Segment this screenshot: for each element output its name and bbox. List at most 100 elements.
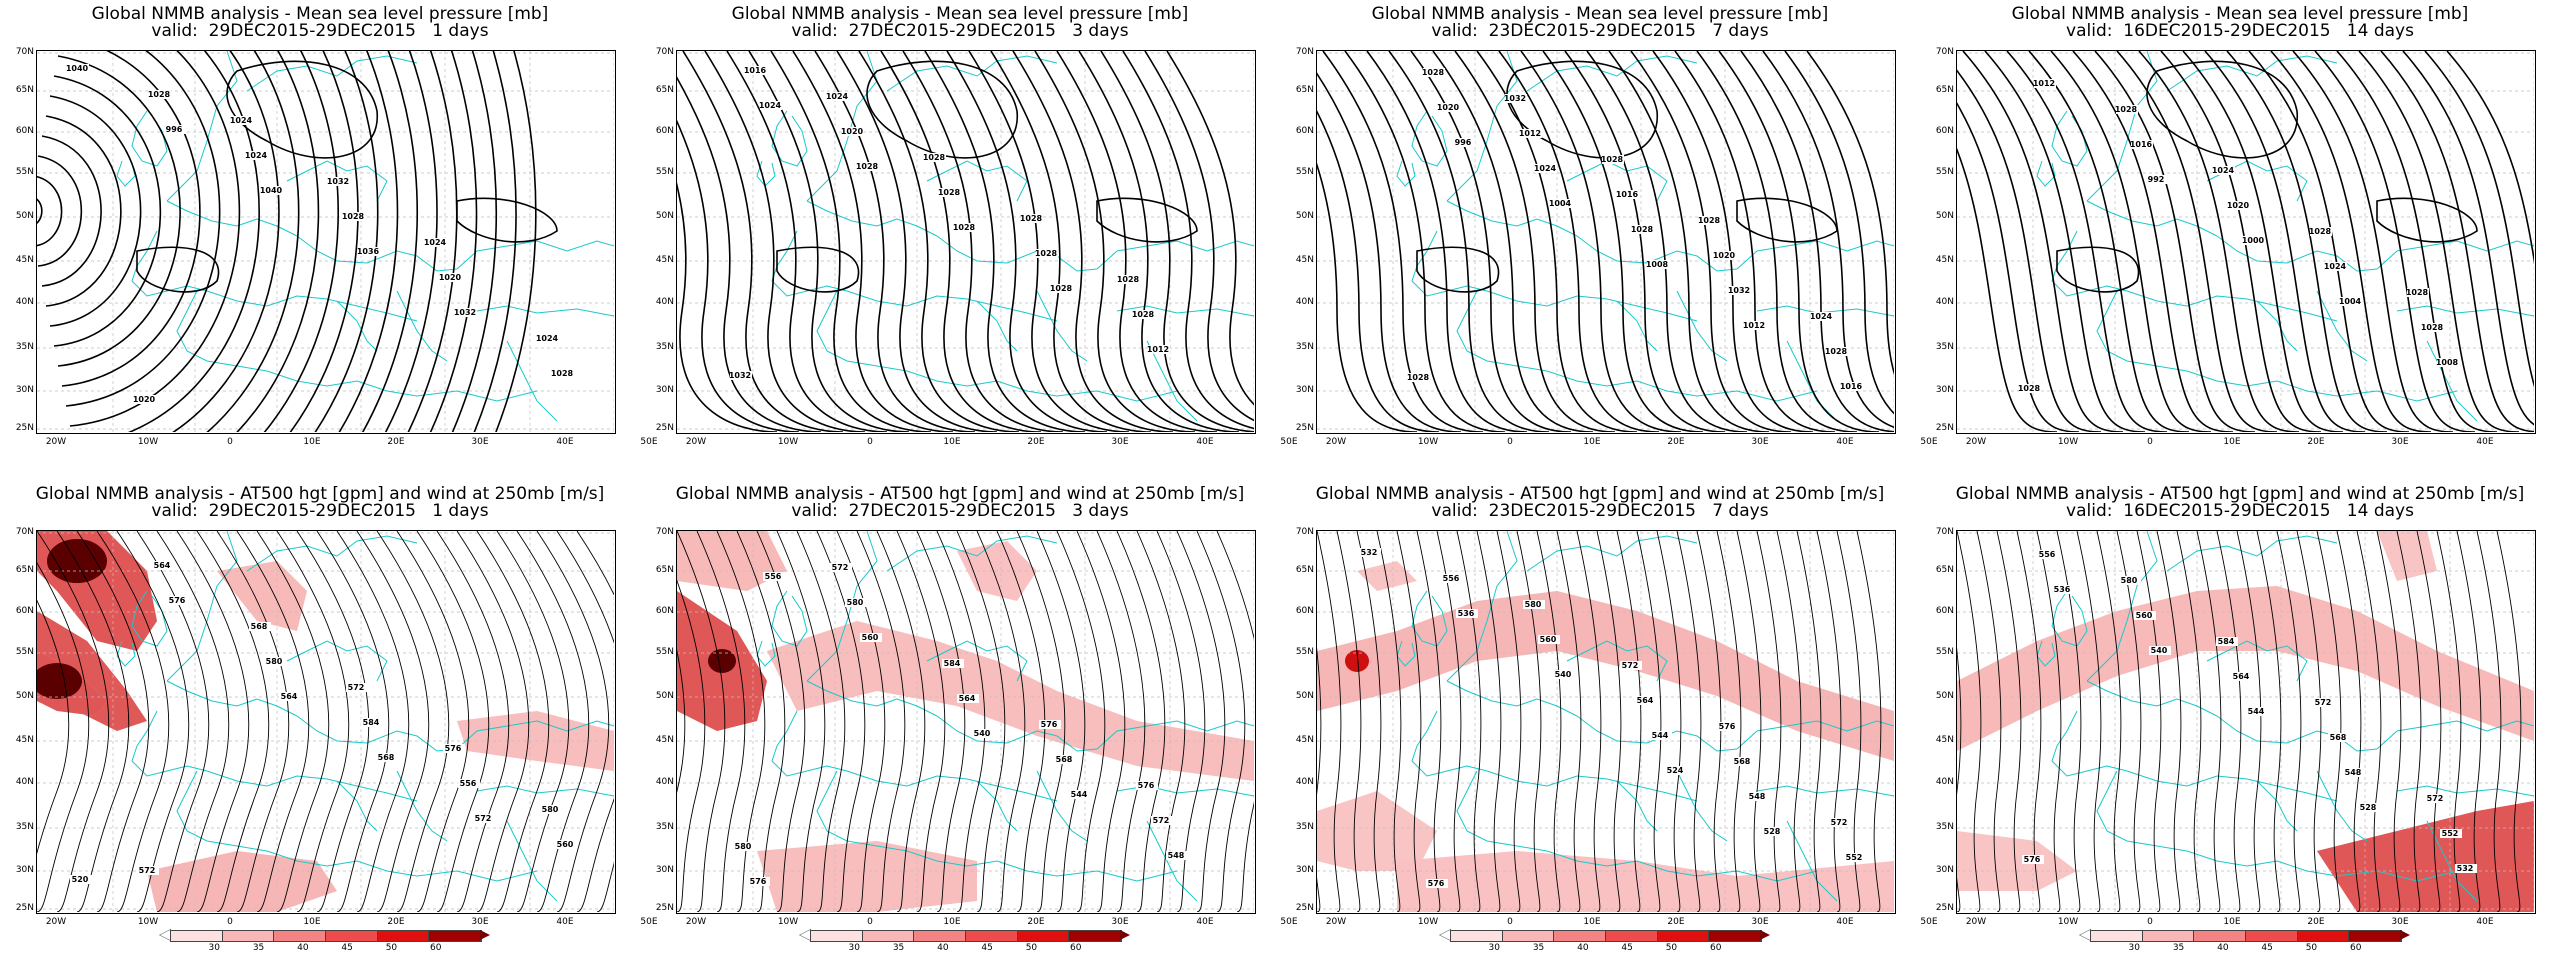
contour-label-bg [1148,345,1170,354]
contour-label-bg [1166,851,1188,860]
contour-label-group: 1024 1028 1028 1028 1012 1016 1020 1028 1028 1028… [729,66,1170,380]
contour-label-bg [830,563,852,572]
lon-tick-label: 10E [1583,917,1601,927]
contour-label-bg [2116,105,2138,114]
contour-value-label: 572 [1831,818,1848,827]
contour-value-label: 568 [1734,757,1751,766]
contour-value-label: 580 [2121,576,2138,585]
lon-tick-label: 10W [2057,917,2079,927]
lon-tick-label: 10E [303,917,321,927]
lat-tick-label: 30N [1935,385,1954,395]
contour-label-bg [1602,155,1624,164]
wind-speed-colorbar: 30 35 40 45 50 60 [159,929,490,958]
lat-tick-label: 40N [1295,777,1314,787]
lon-tick-label: 50E [640,437,658,447]
lat-tick-label: 50N [655,691,674,701]
colorbar-tick-label: 50 [2305,943,2318,953]
contour-label-bg [1732,757,1754,766]
contour-label-bg [1423,68,1445,77]
lon-tick-label: 0 [2147,917,2153,927]
contour-value-label: 572 [832,563,849,572]
contour-label-bg [2358,803,2380,812]
map-panel-z500-3d: Global NMMB analysis - AT500 hgt [gpm] a… [640,480,1298,960]
contour-value-label: 1020 [439,273,462,282]
contour-label-bg [164,125,186,134]
lon-tick-label: 10W [137,917,159,927]
lat-tick-label: 50N [1295,691,1314,701]
lon-tick-label: 20W [1325,917,1347,927]
colorbar-swatch [2194,931,2247,941]
jet-shade-mid [1317,791,1437,871]
lon-tick-label: 30E [1751,437,1769,447]
map-canvas: 1040 996 1040 1036 1032 1028 1028 1024 1028 1020 1… [37,51,614,432]
contour-value-label: 1028 [1825,347,1848,356]
contour-label-bg [1829,818,1851,827]
contour-label-bg [1744,321,1766,330]
jet-shade-low [767,621,1254,781]
contour-value-label: 552 [2442,829,2459,838]
colorbar-swatch [2246,931,2298,941]
lon-tick-label: 10E [2223,917,2241,927]
jet-shade-low [757,841,977,912]
lon-tick-label: 20W [1965,437,1987,447]
lat-tick-label: 60N [1295,126,1314,136]
contour-label-group: 996 1004 1008 1012 1016 1020 1024 1028 1032 1028 1… [1407,68,1863,391]
contour-value-label: 524 [1667,766,1684,775]
map-plot-area: 996 1004 1008 1012 1016 1020 1024 1028 1032 1028 1… [1316,50,1896,434]
jet-shade-low [2377,531,2437,581]
lat-tick-label: 40N [1935,297,1954,307]
contour-label-bg [343,212,365,221]
contour-value-label: 1012 [2033,79,2055,88]
wind-speed-colorbar: 30 35 40 45 50 60 [1439,929,1770,958]
lon-tick-label: 0 [227,917,233,927]
lon-tick-label: 30E [2391,437,2409,447]
lat-tick-label: 35N [655,342,674,352]
contour-value-label: 580 [542,805,559,814]
colorbar-tick-label: 35 [2172,943,2185,953]
colorbar-tick-label: 40 [297,943,309,953]
contour-value-label: 576 [1719,722,1736,731]
contour-label-bg [763,572,785,581]
contour-label-bg [1054,755,1076,764]
lat-tick-label: 35N [1935,822,1954,832]
contour-label-bg [1520,129,1542,138]
contour-label-bg [942,659,964,668]
jet-shade-mid [2377,531,2437,581]
contour-label-bg [1647,260,1669,269]
contour-label-bg [2328,733,2350,742]
contour-label-bg [1699,216,1721,225]
contour-value-label: 536 [2054,585,2071,594]
contour-value-label: 548 [1749,792,1766,801]
contour-label-bg [279,692,301,701]
contour-value-label: 568 [378,753,395,762]
contour-label-bg [540,805,562,814]
lon-tick-label: 20W [1965,917,1987,927]
lon-tick-label: 0 [1507,437,1513,447]
colorbar-tick-label: 30 [2128,943,2141,953]
contour-value-label: 1024 [230,116,253,125]
lat-tick-label: 45N [655,735,674,745]
contour-label-bg [957,694,979,703]
lat-tick-label: 50N [1295,211,1314,221]
contour-label-bg [1550,199,1572,208]
contour-label-bg [2146,175,2168,184]
contour-label-bg [1021,214,1043,223]
contour-label-bg [455,308,477,317]
lat-tick-label: 40N [1295,297,1314,307]
jet-shade-low [1957,586,2534,751]
contour-label-bg [972,729,994,738]
contour-value-label: 1036 [357,247,380,256]
contour-label-bg [2228,201,2250,210]
contour-value-label: 1028 [1407,373,1430,382]
contour-value-label: 1012 [1519,129,1541,138]
lat-tick-label: 30N [15,385,34,395]
lon-tick-label: 10E [303,437,321,447]
lon-tick-label: 0 [1507,917,1513,927]
contour-label-bg [2437,358,2459,367]
contour-value-label: 1032 [327,177,349,186]
contour-label-bg [2019,384,2041,393]
contour-value-label: 1016 [1840,382,1863,391]
coastline [2036,531,2534,902]
lon-tick-label: 50E [1920,437,1938,447]
graticule [37,531,614,912]
